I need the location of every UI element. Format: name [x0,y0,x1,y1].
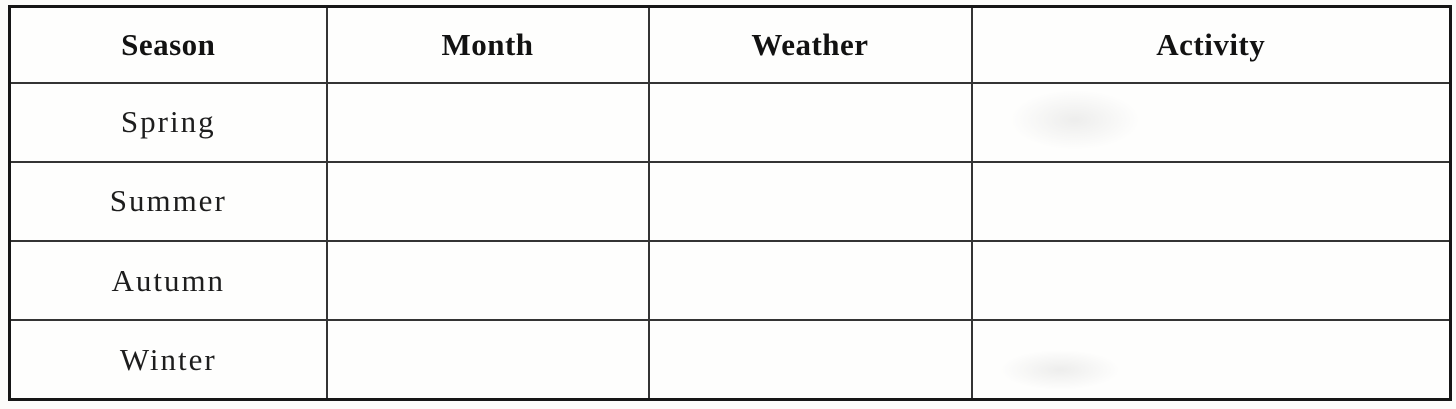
column-header-season: Season [8,5,328,84]
month-cell [325,81,650,163]
weather-cell [647,319,973,401]
activity-cell [970,239,1452,322]
weather-cell [647,81,973,163]
season-cell: Summer [8,160,328,243]
month-cell [325,160,650,243]
column-header-activity: Activity [970,5,1452,84]
activity-cell [970,160,1452,243]
season-cell: Winter [8,319,328,401]
activity-cell [970,319,1452,401]
header-row: Season Month Weather Activity [8,5,1452,84]
month-cell [325,239,650,322]
table-row-summer: Summer [8,160,1452,243]
table-row-spring: Spring [8,81,1452,163]
column-header-month: Month [325,5,650,84]
weather-cell [647,160,973,243]
seasons-table: Season Month Weather Activity Spring Sum… [8,5,1452,401]
activity-cell [970,81,1452,163]
season-cell: Spring [8,81,328,163]
table-row-autumn: Autumn [8,239,1452,322]
month-cell [325,319,650,401]
table-row-winter: Winter [8,319,1452,401]
column-header-weather: Weather [647,5,973,84]
weather-cell [647,239,973,322]
season-cell: Autumn [8,239,328,322]
